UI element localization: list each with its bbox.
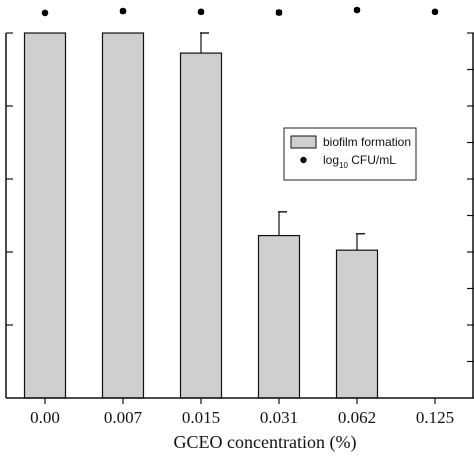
point-5 [431, 8, 439, 16]
point-2 [197, 8, 205, 16]
bar-2 [179, 52, 223, 399]
legend-label-cfu-main: log [323, 153, 339, 167]
point-4 [353, 6, 361, 14]
bar-1 [101, 32, 145, 399]
legend-bar-swatch [290, 135, 317, 149]
points-group [41, 6, 439, 17]
legend: biofilm formation log10 CFU/mL [283, 127, 417, 181]
x-tick-label-4: 0.062 [338, 408, 376, 427]
x-tick-label-2: 0.015 [182, 408, 220, 427]
legend-label-cfu-sub: 10 [339, 161, 348, 170]
x-tick-label-3: 0.031 [260, 408, 298, 427]
legend-label-biofilm: biofilm formation [323, 135, 411, 149]
point-1 [119, 7, 127, 15]
legend-label-cfu: log10 CFU/mL [323, 153, 396, 170]
bars-group [23, 32, 379, 399]
point-0 [41, 9, 49, 17]
bar-4 [335, 249, 379, 399]
bar-3 [257, 234, 301, 399]
plot-frame [5, 32, 474, 399]
x-tick-label-0: 0.00 [30, 408, 60, 427]
x-ticks-group: 0.00 0.007 0.015 0.031 0.062 0.125 [30, 398, 454, 427]
point-3 [275, 9, 283, 16]
legend-label-cfu-rest: CFU/mL [348, 153, 396, 167]
bar-0 [23, 32, 67, 399]
x-tick-label-1: 0.007 [104, 408, 143, 427]
x-axis-title: GCEO concentration (%) [174, 432, 357, 453]
legend-point-swatch [300, 156, 307, 164]
x-tick-label-5: 0.125 [416, 408, 454, 427]
